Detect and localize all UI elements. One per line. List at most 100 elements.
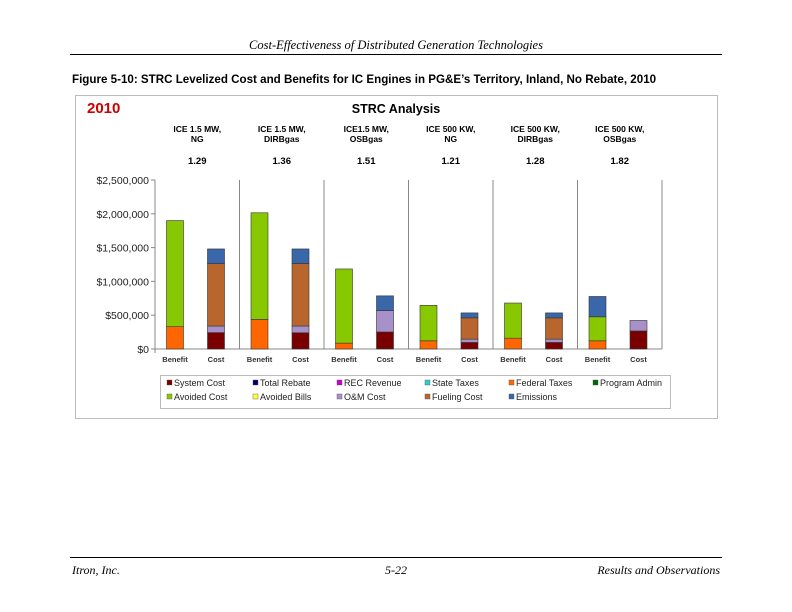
bar-segment-avoided-cost (419, 305, 438, 342)
y-tick-label: $2,000,000 (96, 209, 149, 221)
group-label: ICE 500 KW, (511, 124, 560, 134)
x-tick-label: Cost (546, 355, 563, 364)
bar-segment-emissions (376, 295, 394, 311)
benefit-cost-ratio: 1.36 (273, 156, 292, 167)
group-label: NG (191, 134, 204, 144)
bar-segment-system-cost (291, 332, 310, 350)
legend-entry: Total Rebate (260, 378, 311, 388)
legend-box (160, 375, 671, 409)
bar-segment-federal-taxes (588, 340, 607, 350)
bar-segment-system-cost (376, 331, 394, 350)
bar-segment-federal-taxes (166, 326, 184, 350)
x-tick-label: Benefit (500, 355, 526, 364)
bar-segment-emissions (460, 312, 479, 319)
group-label: ICE 1.5 MW, (173, 124, 221, 134)
footer-page-number: 5-22 (385, 563, 407, 577)
group-label: ICE 500 KW, (426, 124, 475, 134)
bar-segment-avoided-cost (250, 212, 269, 320)
bar-segment-avoided-cost (588, 316, 607, 342)
bar-segment-emissions (545, 312, 563, 319)
bar-segment-fueling-cost (460, 317, 479, 340)
y-tick-label: $0 (137, 344, 149, 356)
chart-title: STRC Analysis (352, 102, 441, 116)
x-tick-label: Cost (292, 355, 309, 364)
y-tick-label: $500,000 (105, 310, 149, 322)
bar-segment-emissions (588, 296, 607, 318)
footer-company: Itron, Inc. (72, 563, 120, 577)
x-tick-label: Benefit (247, 355, 273, 364)
bar-segment-federal-taxes (419, 340, 438, 350)
running-header: Cost-Effectiveness of Distributed Genera… (249, 38, 543, 52)
legend-swatch (336, 393, 343, 400)
legend-swatch (508, 379, 515, 386)
bar-segment-fueling-cost (545, 317, 563, 340)
legend-entry: REC Revenue (344, 378, 402, 388)
legend-entry: Emissions (516, 392, 558, 402)
footer-section: Results and Observations (597, 563, 720, 577)
bar-segment-o-m-cost (629, 320, 648, 332)
legend-entry: Fueling Cost (432, 392, 483, 402)
benefit-cost-ratio: 1.51 (357, 156, 376, 167)
legend-entry: State Taxes (432, 378, 479, 388)
legend-swatch (424, 379, 431, 386)
group-label: NG (444, 134, 457, 144)
x-tick-label: Cost (461, 355, 478, 364)
legend-entry: System Cost (174, 378, 226, 388)
bar-segment-federal-taxes (504, 337, 522, 350)
x-tick-label: Cost (377, 355, 394, 364)
bar-segment-fueling-cost (291, 263, 310, 327)
x-tick-label: Benefit (331, 355, 357, 364)
footer-rule (70, 557, 722, 558)
legend-entry: O&M Cost (344, 392, 386, 402)
group-label: OSBgas (350, 134, 383, 144)
bar-segment-federal-taxes (250, 319, 269, 350)
bar-segment-o-m-cost (207, 325, 225, 333)
y-tick-label: $2,500,000 (96, 175, 149, 187)
bar-segment-fueling-cost (207, 263, 225, 327)
group-label: ICE 1.5 MW, (258, 124, 306, 134)
benefit-cost-ratio: 1.21 (442, 156, 461, 167)
bar-segment-system-cost (207, 332, 225, 350)
benefit-cost-ratio: 1.29 (188, 156, 207, 167)
bar-segment-o-m-cost (545, 338, 563, 343)
legend-swatch (592, 379, 599, 386)
legend-swatch (424, 393, 431, 400)
legend-swatch (166, 393, 173, 400)
header-rule (70, 54, 722, 55)
bar-segment-emissions (291, 248, 310, 264)
legend-entry: Avoided Cost (174, 392, 228, 402)
bar-segment-avoided-cost (504, 302, 522, 339)
legend-entry: Program Admin (600, 378, 662, 388)
bar-segment-avoided-cost (335, 268, 353, 344)
bar-segment-o-m-cost (376, 310, 394, 333)
bar-segment-o-m-cost (460, 338, 479, 343)
benefit-cost-ratio: 1.28 (526, 156, 545, 167)
legend-swatch (166, 379, 173, 386)
year-label: 2010 (87, 100, 120, 117)
x-tick-label: Cost (630, 355, 647, 364)
group-label: OSBgas (603, 134, 636, 144)
y-tick-label: $1,500,000 (96, 243, 149, 255)
x-tick-label: Benefit (416, 355, 442, 364)
group-label: ICE 500 KW, (595, 124, 644, 134)
group-label: ICE1.5 MW, (344, 124, 389, 134)
x-tick-label: Benefit (585, 355, 611, 364)
figure-caption: Figure 5-10: STRC Levelized Cost and Ben… (72, 73, 657, 86)
bar-segment-system-cost (460, 342, 479, 350)
bar-segment-system-cost (545, 342, 563, 350)
y-tick-label: $1,000,000 (96, 276, 149, 288)
stacked-bar-chart: 2010 STRC Analysis $0 $500,000 $1,000,000 $1,… (75, 95, 718, 419)
legend-swatch (336, 379, 343, 386)
bar-segment-avoided-cost (166, 220, 184, 327)
group-label: DIRBgas (264, 134, 300, 144)
legend-swatch (252, 393, 259, 400)
bar-segment-system-cost (629, 330, 648, 350)
legend-swatch (252, 379, 259, 386)
benefit-cost-ratio: 1.82 (611, 156, 630, 167)
bar-segment-emissions (207, 248, 225, 264)
legend-swatch (508, 393, 515, 400)
legend-entry: Avoided Bills (260, 392, 312, 402)
x-tick-label: Cost (208, 355, 225, 364)
bar-segment-federal-taxes (335, 342, 353, 350)
